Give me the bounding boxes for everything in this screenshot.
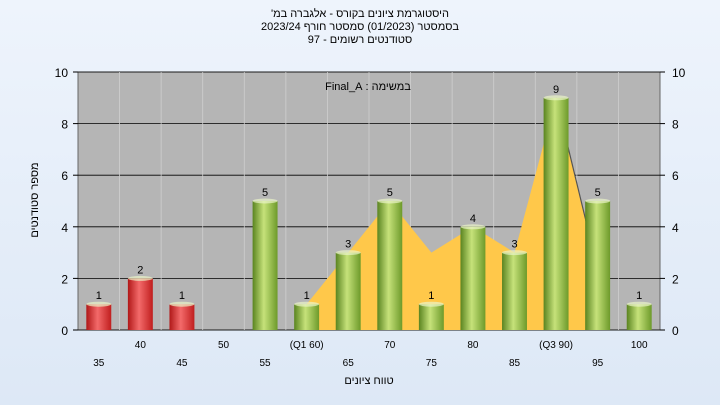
bar — [335, 252, 361, 330]
bar-data-label: 1 — [636, 290, 642, 302]
bar — [460, 226, 486, 330]
chart-titles: היסטוגרמת ציונים בקורס - אלגברה במ' בסמס… — [0, 8, 720, 47]
x-tick-label: 35 — [93, 358, 105, 369]
bar — [377, 201, 403, 330]
bar — [502, 252, 527, 330]
bar-data-label: 5 — [262, 187, 268, 199]
x-tick-label: 55 — [260, 358, 272, 369]
x-tick-label: 70 — [384, 340, 396, 351]
x-tick-label: 95 — [592, 358, 604, 369]
bar — [585, 201, 611, 330]
x-axis-label: טווח ציונים — [344, 375, 393, 387]
bar-top-highlight — [169, 301, 195, 307]
bar-top-highlight — [626, 301, 652, 307]
y-tick-label-left: 10 — [55, 66, 69, 80]
y-tick-label-left: 8 — [61, 118, 68, 132]
x-tick-label: 75 — [426, 358, 438, 369]
bar-data-label: 2 — [137, 264, 143, 276]
y-tick-label-right: 8 — [672, 118, 679, 132]
bar-data-label: 3 — [345, 239, 351, 251]
y-tick-label-right: 0 — [672, 324, 679, 338]
bar — [127, 278, 153, 330]
y-tick-label-right: 4 — [672, 221, 679, 235]
bar — [418, 304, 444, 330]
bar-top-highlight — [543, 95, 569, 101]
chart-title: היסטוגרמת ציונים בקורס - אלגברה במ' — [271, 8, 449, 20]
x-tick-label: 40 — [135, 340, 147, 351]
x-tick-label: 80 — [467, 340, 479, 351]
x-tick-label: 65 — [343, 358, 355, 369]
bar-data-label: 1 — [304, 290, 310, 302]
chart-subtitle-students: סטודנטים רשומים - 97 — [307, 34, 413, 46]
y-tick-label-left: 2 — [61, 272, 68, 286]
bar — [169, 304, 195, 330]
bar-top-highlight — [127, 275, 153, 281]
bar — [294, 304, 320, 330]
y-tick-label-right: 6 — [672, 169, 679, 183]
bar-top-highlight — [377, 198, 403, 204]
bar-data-label: 1 — [179, 290, 185, 302]
bar-top-highlight — [294, 301, 320, 307]
bar-data-label: 4 — [470, 213, 476, 225]
y-tick-label-right: 10 — [672, 66, 686, 80]
bar-top-highlight — [585, 198, 611, 204]
y-axis-label: מספר סטודנטים — [29, 162, 41, 237]
x-tick-label: 45 — [176, 358, 188, 369]
x-tick-label: 100 — [631, 340, 648, 351]
bar-top-highlight — [335, 250, 361, 256]
x-tick-label: (Q3 90) — [539, 340, 573, 351]
bar-data-label: 9 — [553, 84, 559, 96]
bar-data-label: 5 — [595, 187, 601, 199]
chart-subtitle: בסמסטר (01/2023) סמסטר חורף 2023/24 — [260, 21, 460, 33]
x-tick-label: 85 — [509, 358, 521, 369]
bar-data-label: 5 — [387, 187, 393, 199]
x-tick-label: (Q1 60) — [290, 340, 324, 351]
bar-top-highlight — [418, 301, 444, 307]
bar-top-highlight — [460, 224, 486, 230]
bar — [252, 201, 278, 330]
bar-top-highlight — [252, 198, 278, 204]
y-tick-label-left: 4 — [61, 221, 68, 235]
bar-top-highlight — [86, 301, 112, 307]
bar-data-label: 3 — [511, 239, 517, 251]
bar — [86, 304, 112, 330]
y-tick-label-left: 0 — [61, 324, 68, 338]
y-tick-label-right: 2 — [672, 272, 679, 286]
bar — [543, 97, 569, 330]
bar-data-label: 1 — [96, 290, 102, 302]
bar-top-highlight — [502, 250, 527, 256]
bars: 1 2 1 5 1 3 5 1 4 3 9 5 1 — [86, 84, 652, 330]
chart-annotation: במשימה : Final_A — [325, 81, 411, 93]
bar-data-label: 1 — [428, 290, 434, 302]
x-tick-label: 50 — [218, 340, 230, 351]
y-tick-label-left: 6 — [61, 169, 68, 183]
bar — [626, 304, 652, 330]
